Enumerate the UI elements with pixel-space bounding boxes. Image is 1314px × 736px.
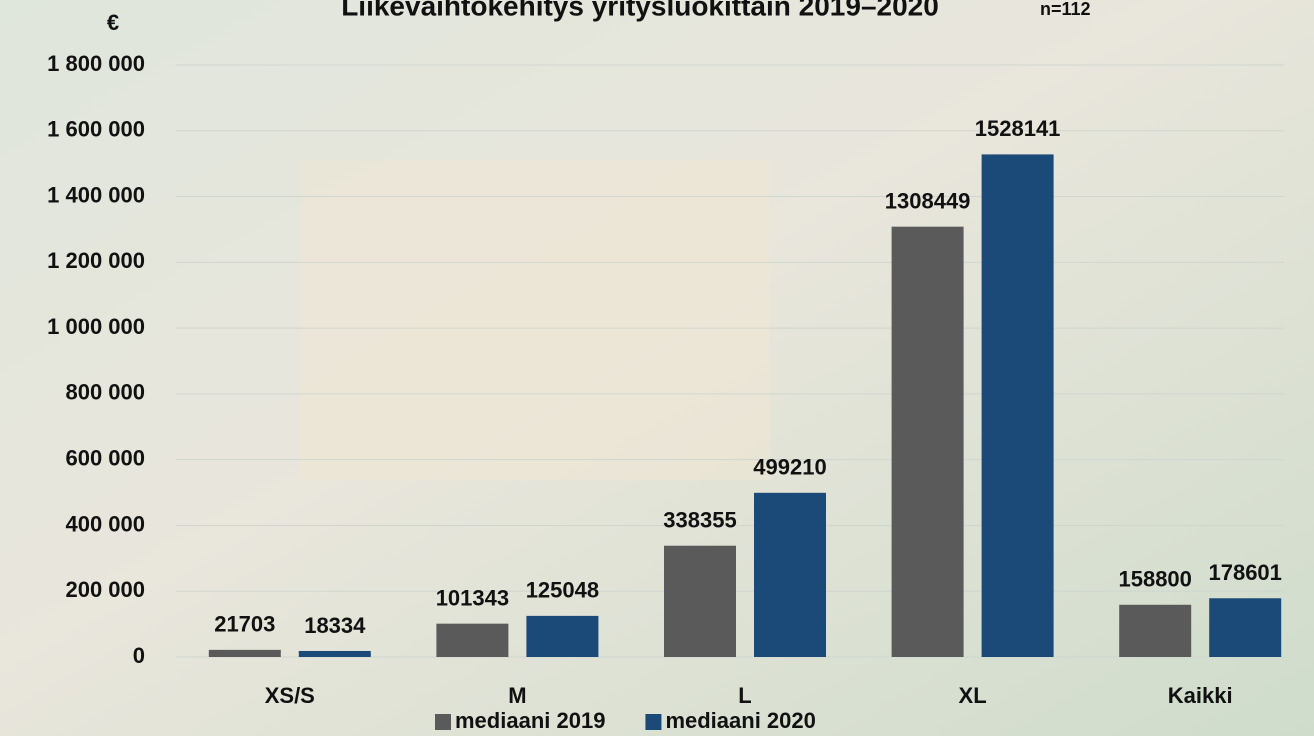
chart: Liikevaihtokehitys yritysluokittain 2019…: [0, 0, 1314, 736]
x-tick-label: L: [738, 683, 751, 708]
y-tick-label: 800 000: [65, 380, 145, 405]
data-label: 1528141: [975, 116, 1061, 141]
background-box: [300, 160, 770, 480]
y-tick-label: 1 000 000: [47, 314, 145, 339]
data-label: 18334: [304, 613, 366, 638]
data-label: 101343: [436, 585, 509, 610]
y-tick-label: 400 000: [65, 511, 145, 536]
bar: [436, 624, 508, 657]
bar: [299, 651, 371, 657]
legend-label: mediaani 2019: [455, 708, 605, 733]
y-axis-label: €: [107, 10, 119, 35]
bar: [209, 650, 281, 657]
x-tick-label: XL: [959, 683, 987, 708]
x-tick-label: XS/S: [265, 683, 315, 708]
bar: [526, 616, 598, 657]
y-tick-label: 1 400 000: [47, 182, 145, 207]
data-label: 338355: [663, 508, 736, 533]
y-tick-label: 200 000: [65, 577, 145, 602]
y-tick-label: 1 200 000: [47, 248, 145, 273]
x-tick-label: Kaikki: [1168, 683, 1233, 708]
data-label: 125048: [526, 578, 599, 603]
bar: [664, 546, 736, 657]
chart-title: Liikevaihtokehitys yritysluokittain 2019…: [341, 0, 939, 21]
data-label: 21703: [214, 612, 275, 637]
y-tick-label: 0: [133, 643, 145, 668]
legend-label: mediaani 2020: [665, 708, 815, 733]
y-tick-label: 1 800 000: [47, 51, 145, 76]
x-tick-label: M: [508, 683, 526, 708]
legend-swatch: [435, 714, 451, 730]
bar: [892, 227, 964, 657]
y-tick-label: 1 600 000: [47, 117, 145, 142]
data-label: 158800: [1118, 567, 1191, 592]
bar: [982, 154, 1054, 657]
legend-swatch: [645, 714, 661, 730]
bar: [1209, 598, 1281, 657]
data-label: 499210: [753, 455, 826, 480]
y-tick-label: 600 000: [65, 445, 145, 470]
data-label: 178601: [1208, 560, 1281, 585]
chart-subtitle: n=112: [1040, 0, 1091, 19]
data-label: 1308449: [885, 188, 971, 213]
bar: [754, 493, 826, 657]
bar: [1119, 605, 1191, 657]
